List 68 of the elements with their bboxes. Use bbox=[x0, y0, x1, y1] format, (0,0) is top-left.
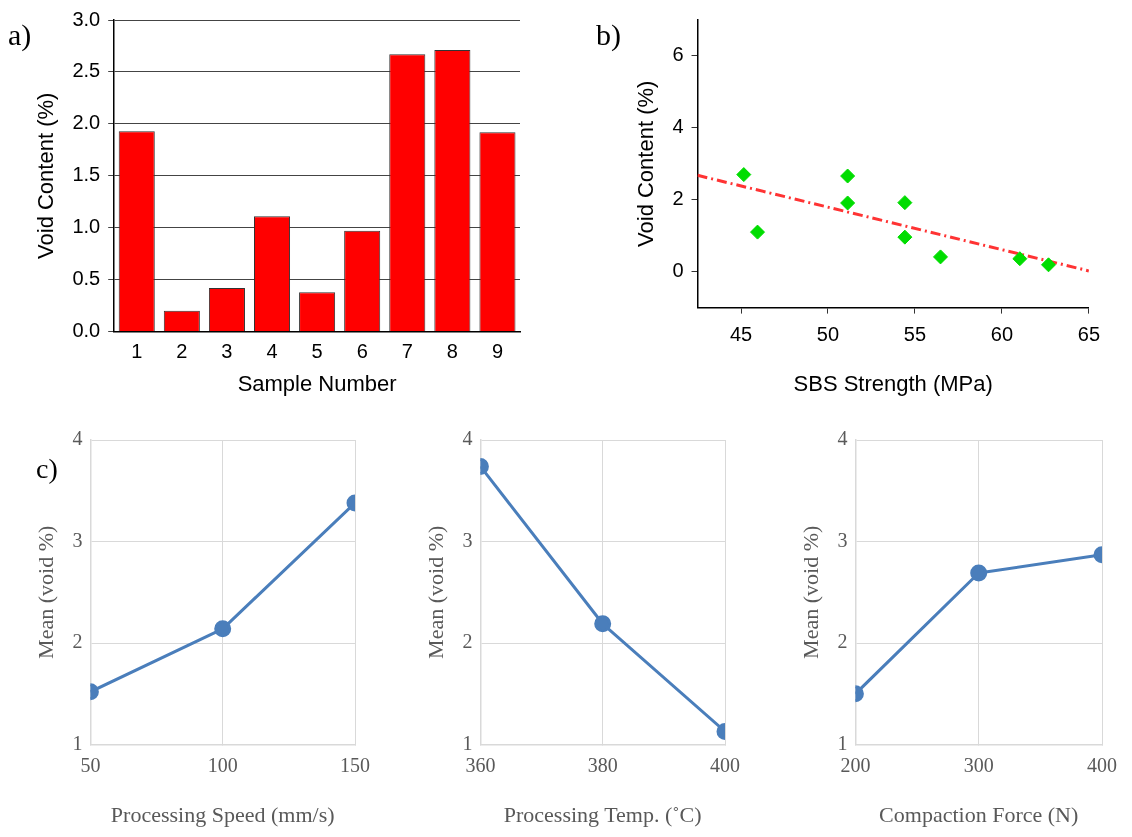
x-tick-label: 6 bbox=[356, 340, 368, 363]
x-tick-label: 380 bbox=[587, 753, 618, 776]
x-tick-label: 65 bbox=[1077, 323, 1100, 346]
x-tick-label: 50 bbox=[80, 753, 101, 776]
y-tick-label: 3 bbox=[462, 528, 473, 551]
y-tick-label: 2 bbox=[72, 630, 83, 653]
point bbox=[1012, 251, 1028, 267]
y-axis-title: Void Content (%) bbox=[33, 92, 59, 259]
y-tick-label: 4 bbox=[462, 427, 473, 450]
y-tick-label: 2 bbox=[462, 630, 473, 653]
text: b) bbox=[596, 18, 621, 52]
y-tick-label: 1.5 bbox=[72, 163, 101, 186]
x-tick-label: 1 bbox=[131, 340, 143, 363]
point bbox=[933, 249, 949, 265]
y-tick-label: 1 bbox=[837, 731, 848, 754]
y-tick-label: 3 bbox=[837, 528, 848, 551]
x-tick-label: 9 bbox=[491, 340, 504, 363]
y-axis-title: Mean (void %) bbox=[32, 525, 58, 659]
y-tick-label: 2.0 bbox=[72, 111, 101, 134]
point bbox=[1041, 257, 1057, 273]
y-tick-label: 0 bbox=[672, 259, 684, 282]
y-tick-label: 6 bbox=[672, 43, 684, 66]
y-tick-label: 4 bbox=[672, 115, 684, 138]
x-tick-label: 60 bbox=[990, 323, 1014, 346]
point bbox=[750, 224, 766, 240]
y-axis-title: Mean (void %) bbox=[422, 525, 448, 659]
x-axis-title: Compaction Force (N) bbox=[879, 801, 1079, 827]
x-tick-label: 200 bbox=[840, 753, 871, 776]
x-tick-label: 400 bbox=[1087, 753, 1117, 776]
x-tick-label: 3 bbox=[221, 340, 233, 363]
point bbox=[897, 195, 913, 211]
y-tick-label: 3.0 bbox=[72, 7, 101, 30]
x-tick-label: 2 bbox=[176, 340, 188, 363]
x-axis-title: Processing Temp. (˚C) bbox=[503, 801, 702, 827]
x-axis-title: Sample Number bbox=[237, 370, 397, 396]
x-tick-label: 300 bbox=[963, 753, 994, 776]
x-axis-title: Processing Speed (mm/s) bbox=[110, 801, 335, 827]
y-axis-title: Mean (void %) bbox=[797, 525, 823, 659]
y-tick-label: 4 bbox=[837, 427, 848, 450]
point bbox=[840, 195, 856, 211]
y-tick-label: 1 bbox=[72, 731, 83, 754]
point bbox=[736, 167, 752, 183]
x-tick-label: 7 bbox=[401, 340, 413, 363]
y-tick-label: 1 bbox=[462, 731, 473, 754]
x-tick-label: 8 bbox=[446, 340, 458, 363]
x-tick-label: 400 bbox=[710, 753, 740, 776]
y-tick-label: 0.0 bbox=[72, 319, 101, 342]
point bbox=[840, 168, 856, 184]
y-tick-label: 2 bbox=[837, 630, 848, 653]
y-tick-label: 4 bbox=[72, 427, 83, 450]
y-tick-label: 1.0 bbox=[72, 215, 101, 238]
x-tick-label: 360 bbox=[465, 753, 496, 776]
text: c) bbox=[36, 453, 58, 484]
point bbox=[897, 229, 913, 245]
x-tick-label: 4 bbox=[266, 340, 278, 363]
y-tick-label: 2.5 bbox=[72, 59, 101, 82]
x-tick-label: 5 bbox=[311, 340, 323, 363]
x-axis-title: SBS Strength (MPa) bbox=[793, 370, 993, 396]
x-tick-label: 45 bbox=[729, 323, 753, 346]
text: a) bbox=[8, 18, 32, 52]
x-tick-label: 150 bbox=[340, 753, 370, 776]
y-tick-label: 3 bbox=[72, 528, 83, 551]
y-tick-label: 0.5 bbox=[72, 267, 101, 290]
x-tick-label: 50 bbox=[816, 323, 840, 346]
x-tick-label: 100 bbox=[207, 753, 238, 776]
x-tick-label: 55 bbox=[903, 323, 927, 346]
y-tick-label: 2 bbox=[672, 187, 684, 210]
y-axis-title: Void Content (%) bbox=[633, 80, 659, 247]
